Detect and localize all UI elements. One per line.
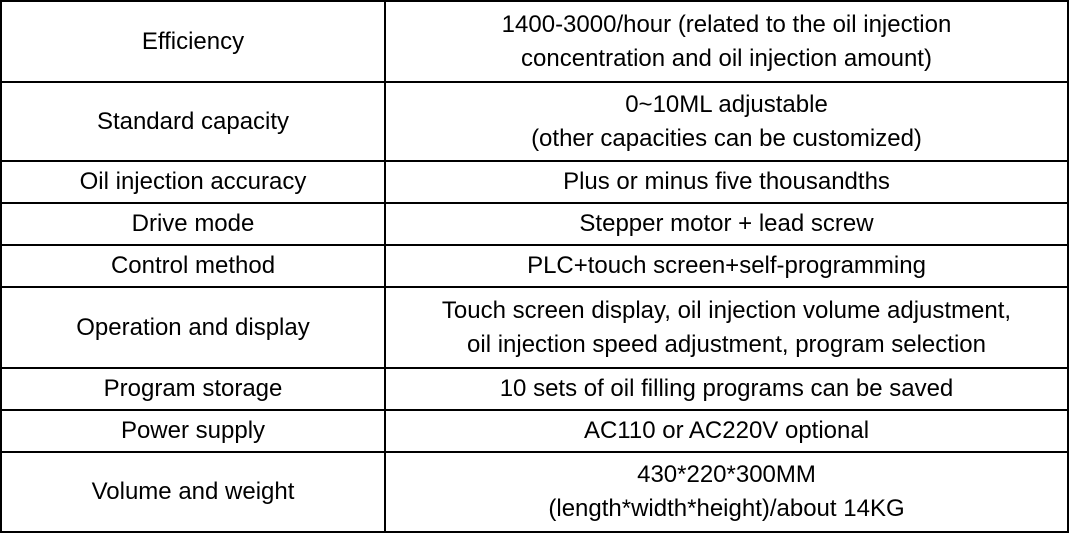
spec-value: AC110 or AC220V optional [384, 409, 1069, 453]
spec-value: Touch screen display, oil injection volu… [384, 286, 1069, 369]
spec-value: 1400-3000/hour (related to the oil injec… [384, 0, 1069, 83]
spec-value: 0~10ML adjustable (other capacities can … [384, 81, 1069, 162]
spec-label: Volume and weight [0, 451, 386, 533]
spec-value: Plus or minus five thousandths [384, 160, 1069, 204]
spec-value: 430*220*300MM (length*width*height)/abou… [384, 451, 1069, 533]
spec-value: Stepper motor + lead screw [384, 202, 1069, 246]
spec-value: PLC+touch screen+self-programming [384, 244, 1069, 288]
spec-label: Oil injection accuracy [0, 160, 386, 204]
table-row: Drive mode Stepper motor + lead screw [0, 202, 1069, 246]
spec-label: Operation and display [0, 286, 386, 369]
table-row: Power supply AC110 or AC220V optional [0, 409, 1069, 453]
table-row: Volume and weight 430*220*300MM (length*w… [0, 451, 1069, 533]
table-row: Operation and display Touch screen displa… [0, 286, 1069, 369]
table-row: Control method PLC+touch screen+self-prog… [0, 244, 1069, 288]
spec-label: Power supply [0, 409, 386, 453]
spec-label: Standard capacity [0, 81, 386, 162]
spec-label: Efficiency [0, 0, 386, 83]
table-row: Program storage 10 sets of oil filling pr… [0, 367, 1069, 411]
spec-label: Drive mode [0, 202, 386, 246]
spec-label: Program storage [0, 367, 386, 411]
spec-label: Control method [0, 244, 386, 288]
table-row: Efficiency 1400-3000/hour (related to the… [0, 0, 1069, 83]
spec-value: 10 sets of oil filling programs can be s… [384, 367, 1069, 411]
table-row: Standard capacity 0~10ML adjustable (othe… [0, 81, 1069, 162]
table-row: Oil injection accuracy Plus or minus five… [0, 160, 1069, 204]
